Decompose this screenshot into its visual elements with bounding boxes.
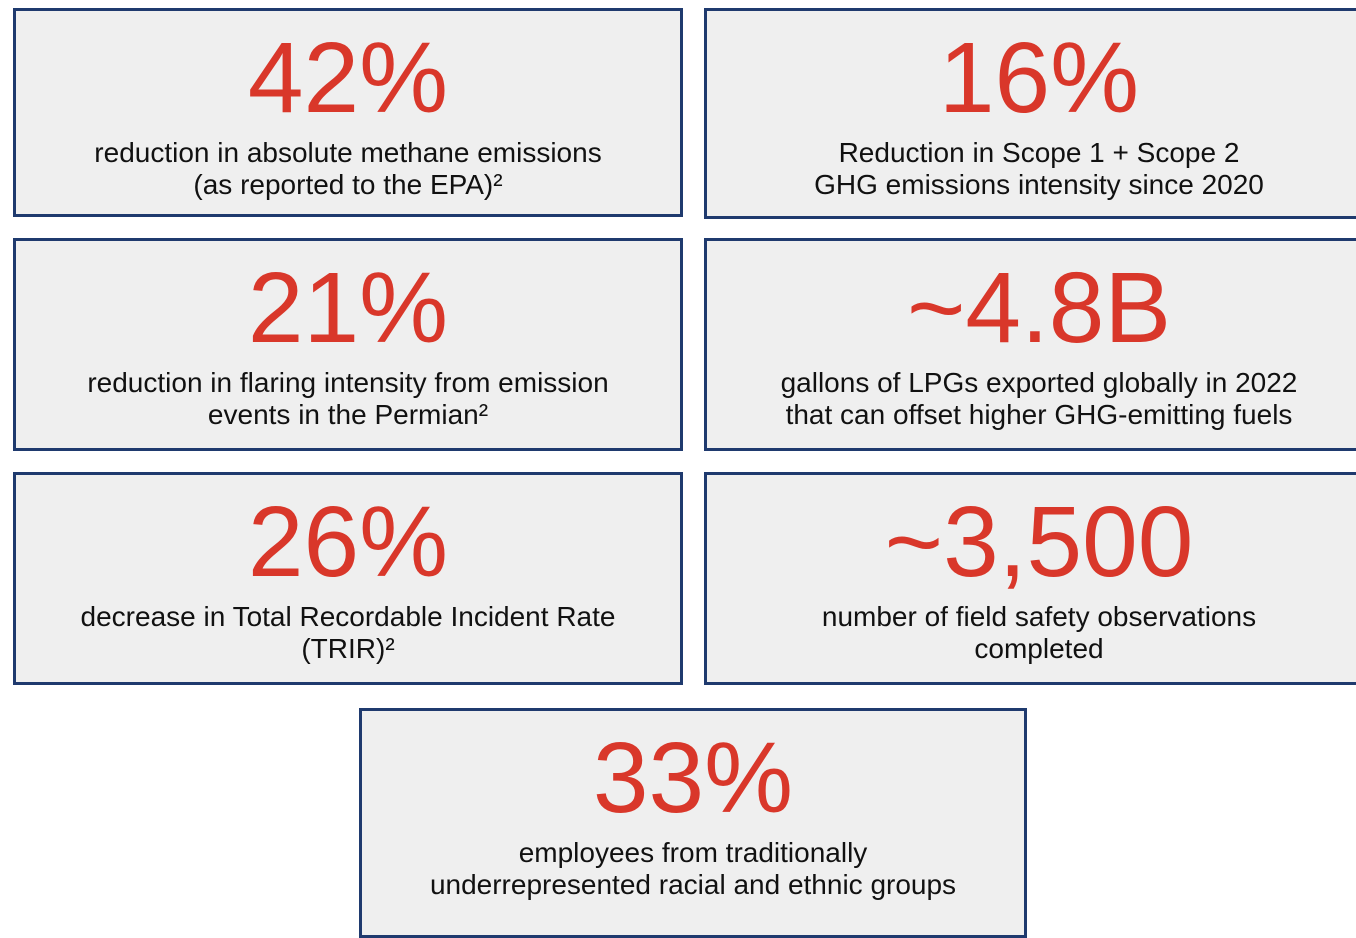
- stat-card: 16% Reduction in Scope 1 + Scope 2 GHG emi…: [704, 8, 1356, 219]
- stat-value: 21%: [247, 252, 449, 364]
- stat-description: employees from traditionally underreprese…: [362, 837, 1024, 901]
- stat-description: decrease in Total Recordable Incident Ra…: [16, 601, 680, 665]
- stat-value: 33%: [592, 722, 794, 834]
- stat-card: ~4.8B gallons of LPGs exported globally i…: [704, 238, 1356, 451]
- description-line: decrease in Total Recordable Incident Ra…: [80, 601, 616, 632]
- description-line: Reduction in Scope 1 + Scope 2: [838, 137, 1240, 168]
- description-line: underrepresented racial and ethnic group…: [429, 869, 957, 900]
- stat-card: 21% reduction in flaring intensity from e…: [13, 238, 683, 451]
- stat-card: 26% decrease in Total Recordable Incident…: [13, 472, 683, 685]
- stat-value: 16%: [938, 22, 1140, 134]
- description-line: employees from traditionally: [518, 837, 868, 868]
- page: {"cards": [ {"value": "42%", "lines": ["…: [13, 8, 1356, 938]
- stat-value: 42%: [247, 22, 449, 134]
- stat-description: Reduction in Scope 1 + Scope 2 GHG emissi…: [707, 137, 1356, 201]
- description-line: number of field safety observations: [821, 601, 1257, 632]
- stat-description: reduction in absolute methane emissions(…: [16, 137, 680, 201]
- stat-value: 26%: [247, 486, 449, 598]
- description-line: gallons of LPGs exported globally in 202…: [780, 367, 1298, 398]
- stat-value: ~4.8B: [906, 252, 1172, 364]
- stat-value: ~3,500: [884, 486, 1194, 598]
- description-line: that can offset higher GHG-emitting fuel…: [785, 399, 1293, 430]
- description-line: (as reported to the EPA)²: [193, 169, 503, 200]
- stat-description: reduction in flaring intensity from emis…: [16, 367, 680, 431]
- description-line: completed: [974, 633, 1104, 664]
- description-line: (TRIR)²: [301, 633, 395, 664]
- description-line: reduction in flaring intensity from emis…: [87, 367, 609, 398]
- description-line: GHG emissions intensity since 2020: [814, 169, 1264, 200]
- stat-card: 42% reduction in absolute methane emissio…: [13, 8, 683, 217]
- stat-card: 33% employees from traditionally underrepr…: [359, 708, 1027, 938]
- description-line: events in the Permian²: [207, 399, 489, 430]
- description-line: reduction in absolute methane emissions: [94, 137, 602, 168]
- stat-card: ~3,500 number of field safety observation…: [704, 472, 1356, 685]
- stat-description: number of field safety observations compl…: [707, 601, 1356, 665]
- stat-description: gallons of LPGs exported globally in 202…: [707, 367, 1356, 431]
